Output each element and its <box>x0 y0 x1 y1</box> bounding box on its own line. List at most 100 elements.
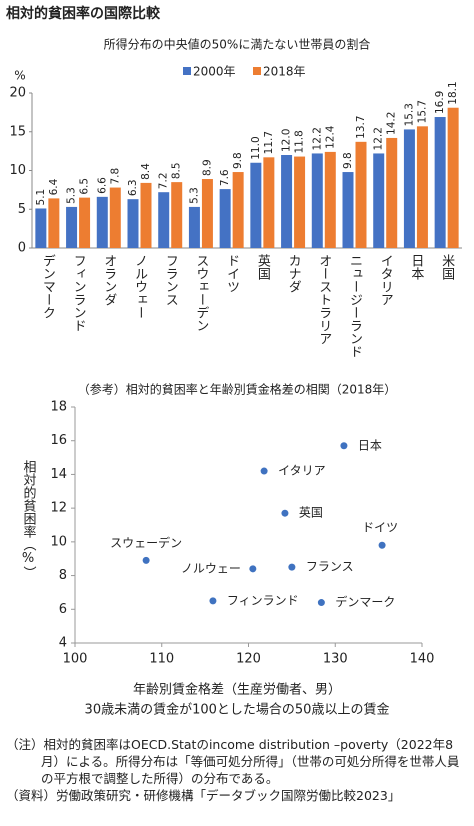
x-tick-label: カナダ <box>286 254 301 293</box>
value-label: 8.5 <box>171 162 183 179</box>
x-tick-label: 日本 <box>408 254 424 280</box>
value-label: 5.3 <box>188 187 200 204</box>
bar <box>447 107 459 248</box>
point <box>340 442 348 450</box>
value-label: 11.8 <box>294 130 306 153</box>
value-label: 15.3 <box>403 103 415 126</box>
point-label: フィンランド <box>227 593 299 607</box>
x-tick-label: デンマーク <box>40 254 55 319</box>
bar <box>232 172 244 248</box>
bar <box>403 129 415 248</box>
value-label: 16.9 <box>434 91 446 114</box>
bar <box>294 156 306 248</box>
bar <box>96 196 108 248</box>
value-label: 7.2 <box>158 172 170 189</box>
y-tick-label: 12 <box>50 501 67 516</box>
bar <box>35 208 47 248</box>
y-tick-label: 5 <box>18 202 26 217</box>
x-sublabel: 30歳未満の賃金が100とした場合の50歳以上の賃金 <box>85 702 390 718</box>
page-title: 相対的貧困率の国際比較 <box>6 5 161 22</box>
x-tick-label: オーストラリア <box>316 254 331 345</box>
bar <box>281 155 293 248</box>
x-tick-label: 英国 <box>255 254 271 280</box>
bar <box>201 179 213 248</box>
y-tick-label: 15 <box>9 124 26 139</box>
note: （注）相対的貧困率はOECD.Statのincome distribution … <box>6 737 460 786</box>
point-label: スウェーデン <box>110 535 182 550</box>
value-label: 8.9 <box>201 159 213 176</box>
bar <box>355 141 367 248</box>
value-label: 13.7 <box>355 115 367 138</box>
x-tick-label: オランダ <box>101 254 116 306</box>
bar <box>109 187 121 248</box>
bar <box>79 197 91 248</box>
point-label: 日本 <box>358 438 382 452</box>
y-tick-label: 6 <box>59 602 67 617</box>
scatter-title: （参考）相対的貧困率と年齢別賃金格差の相関（2018年） <box>78 382 397 397</box>
point <box>378 541 386 549</box>
point-label: デンマーク <box>335 594 395 609</box>
x-tick-label: イタリア <box>378 254 393 306</box>
point <box>260 467 268 475</box>
x-tick-label: 120 <box>236 652 261 667</box>
value-label: 6.4 <box>48 178 60 195</box>
point-label: ノルウェー <box>181 561 241 575</box>
x-tick-label: ニュージーランド <box>347 254 362 358</box>
bar <box>434 117 446 249</box>
x-tick-label: スウェーデン <box>193 254 208 332</box>
point <box>142 556 150 564</box>
bar <box>250 162 262 248</box>
x-tick-label: 100 <box>63 652 88 667</box>
x-tick-label: フィンランド <box>71 254 86 332</box>
value-label: 6.6 <box>96 177 108 194</box>
value-label: 11.0 <box>250 136 262 159</box>
point-label: ドイツ <box>362 521 398 535</box>
point-label: 英国 <box>299 506 323 520</box>
value-label: 5.1 <box>35 189 47 206</box>
x-label: 年齢別賃金格差（生産労働者、男） <box>133 682 341 698</box>
bar <box>66 206 78 248</box>
value-label: 8.4 <box>140 163 152 180</box>
x-tick-label: ドイツ <box>224 254 239 293</box>
value-label: 5.3 <box>66 187 78 204</box>
y-tick-label: 14 <box>50 467 67 482</box>
y-unit: % <box>14 69 25 83</box>
point-label: イタリア <box>278 464 326 478</box>
value-label: 7.8 <box>109 168 121 185</box>
bar <box>324 151 336 248</box>
value-label: 18.1 <box>447 81 459 104</box>
value-label: 9.8 <box>342 152 354 169</box>
y-tick-label: 8 <box>59 568 67 583</box>
legend-label: 2018年 <box>263 65 306 79</box>
point <box>281 509 289 517</box>
y-tick-label: 20 <box>9 86 26 101</box>
point <box>317 599 325 607</box>
point <box>209 597 217 605</box>
bar <box>171 182 183 248</box>
legend-swatch <box>253 67 261 75</box>
point <box>249 565 257 573</box>
value-label: 14.2 <box>386 112 398 135</box>
value-label: 15.7 <box>416 100 428 123</box>
x-tick-label: ノルウェー <box>132 254 147 319</box>
bar <box>219 189 231 248</box>
x-tick-label: 140 <box>410 652 435 667</box>
x-tick-label: フランス <box>163 254 178 306</box>
value-label: 12.0 <box>281 129 293 152</box>
value-label: 6.3 <box>127 179 139 196</box>
note: （資料）労働政策研究・研修機構「データブック国際労働比較2023」 <box>6 788 401 803</box>
y-tick-label: 0 <box>18 241 26 256</box>
value-label: 9.8 <box>232 152 244 169</box>
charts: 相対的貧困率の国際比較 所得分布の中央値の50%に満たない世帯員の割合 % （参… <box>6 5 462 718</box>
legend-swatch <box>183 67 191 75</box>
bar <box>48 198 60 248</box>
bar <box>416 126 428 248</box>
y-tick-label: 4 <box>59 636 67 651</box>
y-tick-label: 16 <box>50 433 67 448</box>
legend-label: 2000年 <box>193 65 236 79</box>
bar <box>140 182 152 248</box>
y-tick-label: 18 <box>50 400 67 415</box>
value-label: 12.2 <box>311 127 323 150</box>
bar <box>311 153 323 248</box>
